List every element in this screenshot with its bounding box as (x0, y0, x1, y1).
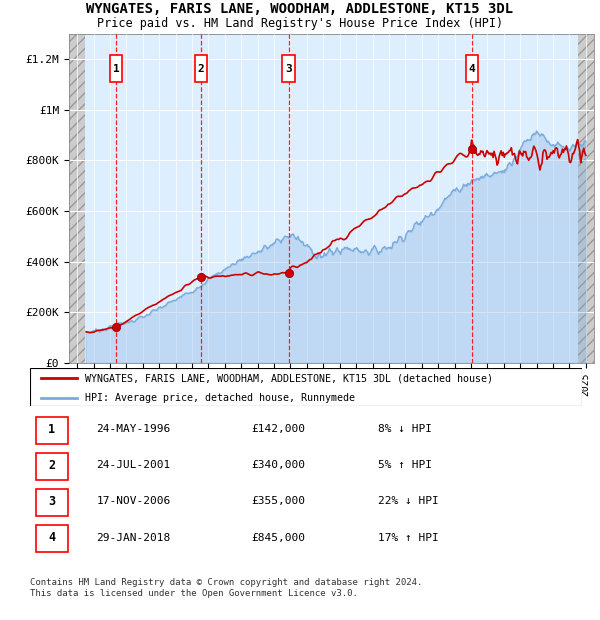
FancyBboxPatch shape (35, 417, 68, 444)
Text: 3: 3 (48, 495, 55, 508)
Text: 22% ↓ HPI: 22% ↓ HPI (378, 497, 439, 507)
Text: 24-MAY-1996: 24-MAY-1996 (96, 424, 170, 434)
Text: £142,000: £142,000 (251, 424, 305, 434)
FancyBboxPatch shape (110, 55, 122, 82)
FancyBboxPatch shape (195, 55, 208, 82)
Text: 4: 4 (469, 64, 475, 74)
Text: 3: 3 (285, 64, 292, 74)
Text: 8% ↓ HPI: 8% ↓ HPI (378, 424, 432, 434)
Text: 24-JUL-2001: 24-JUL-2001 (96, 461, 170, 471)
Text: Price paid vs. HM Land Registry's House Price Index (HPI): Price paid vs. HM Land Registry's House … (97, 17, 503, 30)
Text: 17-NOV-2006: 17-NOV-2006 (96, 497, 170, 507)
Text: 5% ↑ HPI: 5% ↑ HPI (378, 461, 432, 471)
Text: HPI: Average price, detached house, Runnymede: HPI: Average price, detached house, Runn… (85, 392, 355, 402)
FancyBboxPatch shape (35, 489, 68, 516)
Text: £340,000: £340,000 (251, 461, 305, 471)
FancyBboxPatch shape (466, 55, 478, 82)
Text: 4: 4 (48, 531, 55, 544)
Text: 29-JAN-2018: 29-JAN-2018 (96, 533, 170, 542)
Text: 1: 1 (48, 423, 55, 436)
Text: £845,000: £845,000 (251, 533, 305, 542)
Text: WYNGATES, FARIS LANE, WOODHAM, ADDLESTONE, KT15 3DL: WYNGATES, FARIS LANE, WOODHAM, ADDLESTON… (86, 2, 514, 16)
Text: 2: 2 (48, 459, 55, 472)
FancyBboxPatch shape (35, 525, 68, 552)
Text: £355,000: £355,000 (251, 497, 305, 507)
Text: 2: 2 (197, 64, 205, 74)
Bar (578, 34, 594, 363)
Text: 1: 1 (113, 64, 119, 74)
Text: WYNGATES, FARIS LANE, WOODHAM, ADDLESTONE, KT15 3DL (detached house): WYNGATES, FARIS LANE, WOODHAM, ADDLESTON… (85, 373, 493, 383)
Bar (69, 34, 85, 363)
Text: Contains HM Land Registry data © Crown copyright and database right 2024.: Contains HM Land Registry data © Crown c… (30, 578, 422, 587)
FancyBboxPatch shape (35, 453, 68, 480)
FancyBboxPatch shape (282, 55, 295, 82)
Text: 17% ↑ HPI: 17% ↑ HPI (378, 533, 439, 542)
Text: This data is licensed under the Open Government Licence v3.0.: This data is licensed under the Open Gov… (30, 589, 358, 598)
